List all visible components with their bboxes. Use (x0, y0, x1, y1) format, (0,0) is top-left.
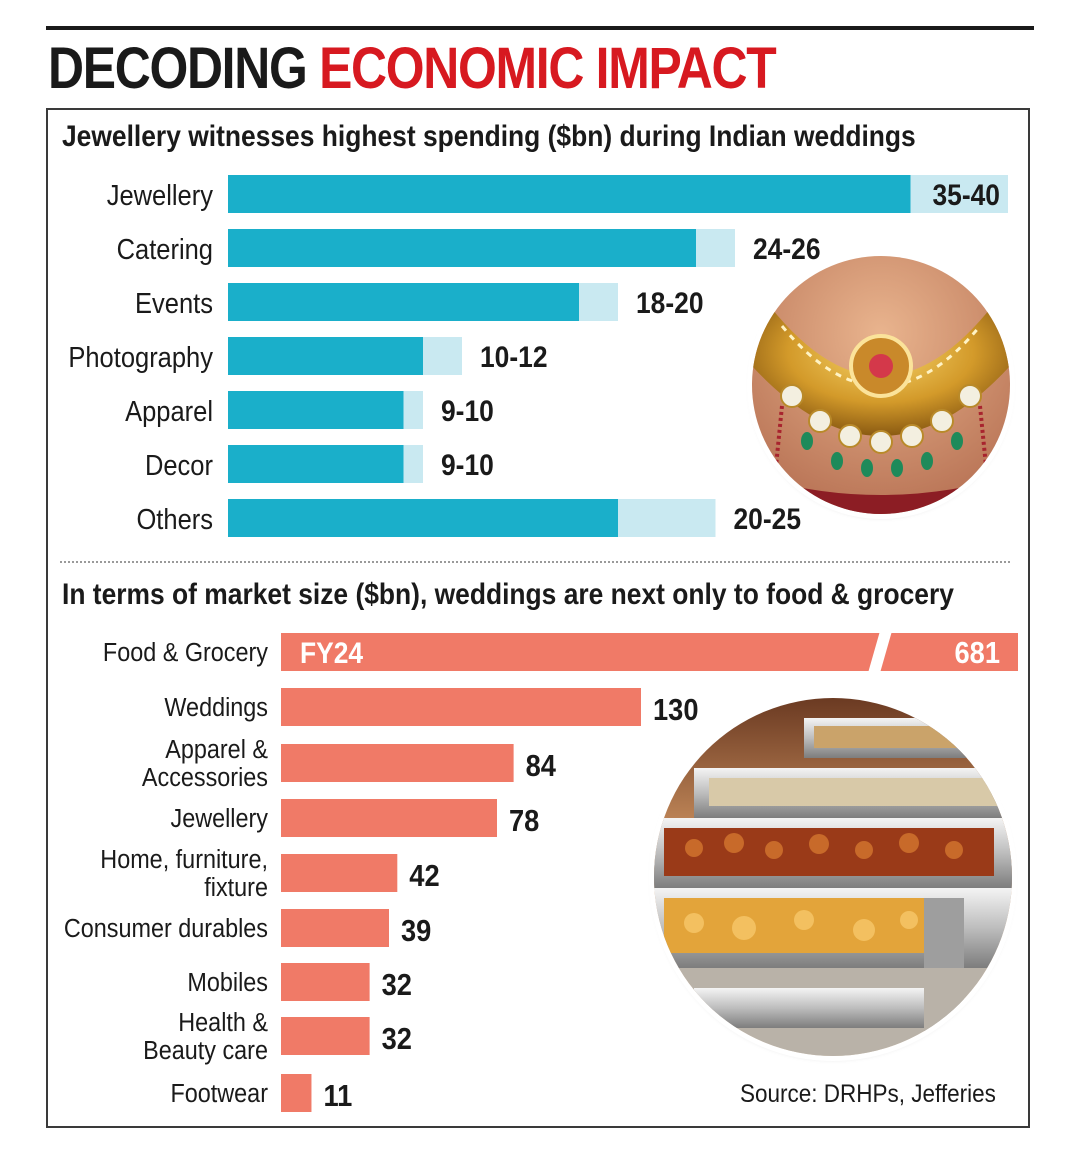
market-size-bar-chart: Food & Grocery FY24 681 Weddings 130 Apparel … (64, 631, 1018, 1113)
bar-weddings (281, 688, 641, 726)
bar-low-apparel (228, 391, 404, 429)
category-label-mobiles: Mobiles (187, 969, 268, 997)
bar-consumer-durables (281, 909, 389, 947)
bar-low-events (228, 283, 579, 321)
value-label-weddings: 130 (653, 693, 699, 727)
bar-low-catering (228, 229, 696, 267)
chart1-title: Jewellery witnesses highest spending ($b… (62, 120, 916, 153)
bar-jewellery (281, 799, 497, 837)
catering-photo (654, 698, 1012, 1056)
value-label-footwear: 11 (323, 1079, 352, 1113)
bar-food-grocery (281, 633, 1018, 671)
bar-low-jewellery (228, 175, 911, 213)
value-label-apparel-accessories: 84 (526, 749, 557, 783)
jewellery-photo (752, 256, 1010, 514)
value-label-food-grocery: 681 (954, 636, 1000, 670)
category-label-jewellery: Jewellery (107, 178, 214, 211)
buffet-trays-icon (654, 698, 1012, 1056)
value-label-photography: 10-12 (480, 339, 548, 373)
section-divider (60, 561, 1010, 563)
bar-low-photography (228, 337, 423, 375)
headline-red: ECONOMIC IMPACT (319, 36, 777, 101)
category-label-apparel-accessories-line1: Apparel & (165, 736, 268, 764)
category-label-catering: Catering (117, 232, 213, 265)
headline: DECODING ECONOMIC IMPACT (48, 34, 777, 104)
bar-low-decor (228, 445, 404, 483)
value-label-catering: 24-26 (753, 231, 821, 265)
value-label-home-furniture-fixture: 42 (409, 859, 439, 893)
category-label-decor: Decor (145, 448, 213, 481)
category-label-home-furniture-fixture-line2: fixture (204, 874, 268, 902)
bar-mobiles (281, 963, 370, 1001)
bar-home-furniture-fixture (281, 854, 398, 892)
top-rule (46, 26, 1034, 30)
fy24-annotation: FY24 (300, 635, 363, 669)
chart-frame (46, 108, 1030, 1128)
value-label-consumer-durables: 39 (401, 914, 431, 948)
bar-health-beauty-care (281, 1017, 370, 1055)
bar-low-others (228, 499, 618, 537)
category-label-home-furniture-fixture-line1: Home, furniture, (100, 846, 268, 874)
value-label-decor: 9-10 (441, 447, 494, 481)
value-label-events: 18-20 (636, 285, 704, 319)
value-label-jewellery: 35-40 (932, 177, 1000, 211)
category-label-weddings: Weddings (164, 694, 268, 722)
category-label-food-grocery: Food & Grocery (103, 639, 269, 667)
category-label-apparel-accessories-line2: Accessories (142, 764, 268, 792)
spending-bar-chart: Jewellery 35-40 Catering 24-26 Events 18-20 Ph… (68, 175, 1008, 537)
category-label-apparel: Apparel (125, 394, 213, 427)
category-label-consumer-durables: Consumer durables (64, 915, 268, 943)
bar-apparel-accessories (281, 744, 514, 782)
headline-dark: DECODING (48, 36, 308, 101)
category-label-photography: Photography (68, 340, 213, 373)
category-label-events: Events (135, 286, 213, 319)
category-label-health-beauty-care-line2: Beauty care (143, 1037, 268, 1065)
value-label-jewellery: 78 (509, 804, 539, 838)
chart2-title: In terms of market size ($bn), weddings … (62, 578, 954, 611)
category-label-others: Others (136, 502, 213, 535)
category-label-health-beauty-care-line1: Health & (178, 1009, 268, 1037)
category-label-footwear: Footwear (171, 1080, 268, 1108)
value-label-others: 20-25 (734, 501, 802, 535)
axis-break (868, 631, 892, 673)
value-label-mobiles: 32 (382, 968, 412, 1002)
value-label-apparel: 9-10 (441, 393, 494, 427)
source-note: Source: DRHPs, Jefferies (740, 1080, 996, 1108)
necklace-icon (752, 256, 1010, 514)
bar-footwear (281, 1074, 312, 1112)
value-label-health-beauty-care: 32 (382, 1022, 412, 1056)
category-label-jewellery: Jewellery (171, 805, 269, 833)
